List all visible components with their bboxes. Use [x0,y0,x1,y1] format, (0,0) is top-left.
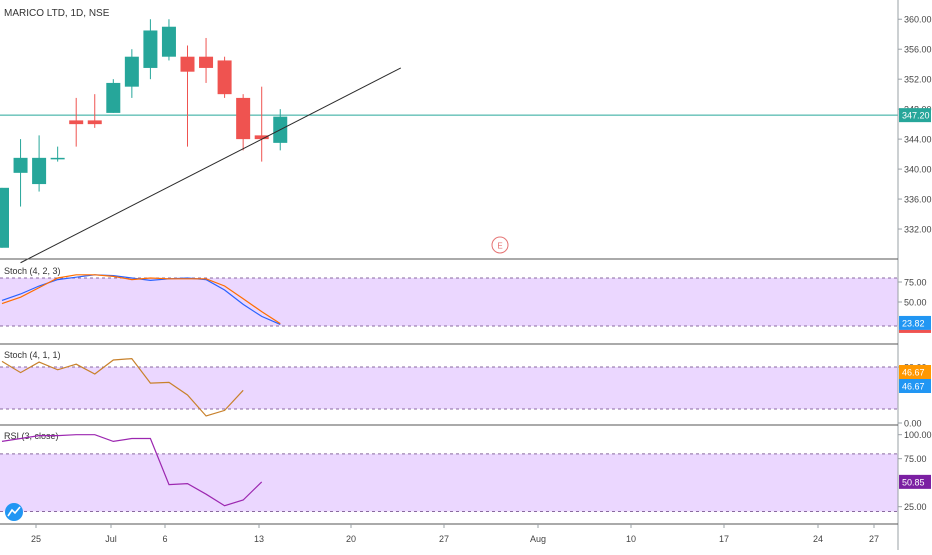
time-axis: 25 Jul 6 13 20 27 Aug 10 17 24 27 [5,503,879,544]
candle-body [0,187,9,248]
indicator-tick-label: 50.00 [904,298,927,308]
indicator-tick-label: 75.00 [904,454,927,464]
time-tick-label: 27 [439,534,449,544]
candle-body [254,135,269,140]
last-price-badge-label: 347.20 [902,111,930,121]
candle-body [32,157,47,185]
event-marker-label: E [497,242,502,251]
stoch2-band [0,367,898,409]
price-tick-label: 344.00 [904,135,932,145]
stoch1-band [0,278,898,326]
candle-body [124,56,139,87]
indicator-tick-label: 100.00 [904,430,932,440]
stoch2-value-label-k: 46.67 [902,382,925,392]
rsi-pane[interactable]: RSI (3, close) [0,431,898,512]
symbol-label: MARICO LTD, 1D, NSE [4,8,110,19]
price-tick-label: 356.00 [904,45,932,55]
indicator-tick-label: 25.00 [904,502,927,512]
candle-body [69,120,84,125]
rsi-band [0,453,898,512]
stoch2-pane[interactable]: Stoch (4, 1, 1) [0,350,898,417]
time-tick-label: Jul [105,534,117,544]
indicator-tick-label: 75.00 [904,278,927,288]
price-tick-label: 332.00 [904,225,932,235]
time-tick-label: 24 [813,534,823,544]
stoch2-value-badge-k [899,379,931,393]
candle-body [143,30,158,68]
logo-mark [7,506,21,517]
candle-body [161,26,176,57]
time-tick-label: 17 [719,534,729,544]
stoch2-value-label-d: 46.67 [902,368,925,378]
candle-body [13,157,28,173]
last-price-badge [899,108,931,123]
candle-body [180,56,195,72]
candle-body [106,82,121,113]
candle-body [87,120,102,125]
time-tick-label: 27 [869,534,879,544]
tradingview-logo-icon [5,503,23,521]
price-tick-label: 336.00 [904,195,932,205]
rsi-value-badge [899,474,931,489]
event-marker-icon [491,236,509,254]
rsi-series-line [1,434,263,507]
stoch2-title: Stoch (4, 1, 1) [4,350,61,360]
indicator-tick-label: 0.00 [904,419,922,429]
rsi-title: RSI (3, close) [4,431,59,441]
candle-body [217,60,232,95]
main-pane[interactable]: E [0,19,898,264]
stoch2-value-badge-d [899,365,931,379]
stoch1-title: Stoch (4, 2, 3) [4,266,61,276]
time-tick-label: 25 [31,534,41,544]
stoch1-value-badge-2 [899,329,931,333]
stoch1-value-badge [899,315,931,330]
time-tick-label: 6 [162,534,167,544]
time-tick-label: 10 [626,534,636,544]
stoch1-series-line [1,274,281,325]
trendline [20,67,402,264]
rsi-value-label: 50.85 [902,477,925,487]
candle-body [236,97,251,140]
time-tick-label: 20 [346,534,356,544]
price-tick-label: 340.00 [904,165,932,175]
stoch2-series-line [1,357,244,417]
price-tick-label: 352.00 [904,75,932,85]
stoch1-pane[interactable]: Stoch (4, 2, 3) [0,266,898,327]
candle-body [199,56,214,68]
price-tick-label: 360.00 [904,15,932,25]
time-tick-label: Aug [530,534,546,544]
candle-body [50,157,65,160]
time-tick-label: 13 [254,534,264,544]
stoch1-value-label: 23.82 [902,318,925,328]
